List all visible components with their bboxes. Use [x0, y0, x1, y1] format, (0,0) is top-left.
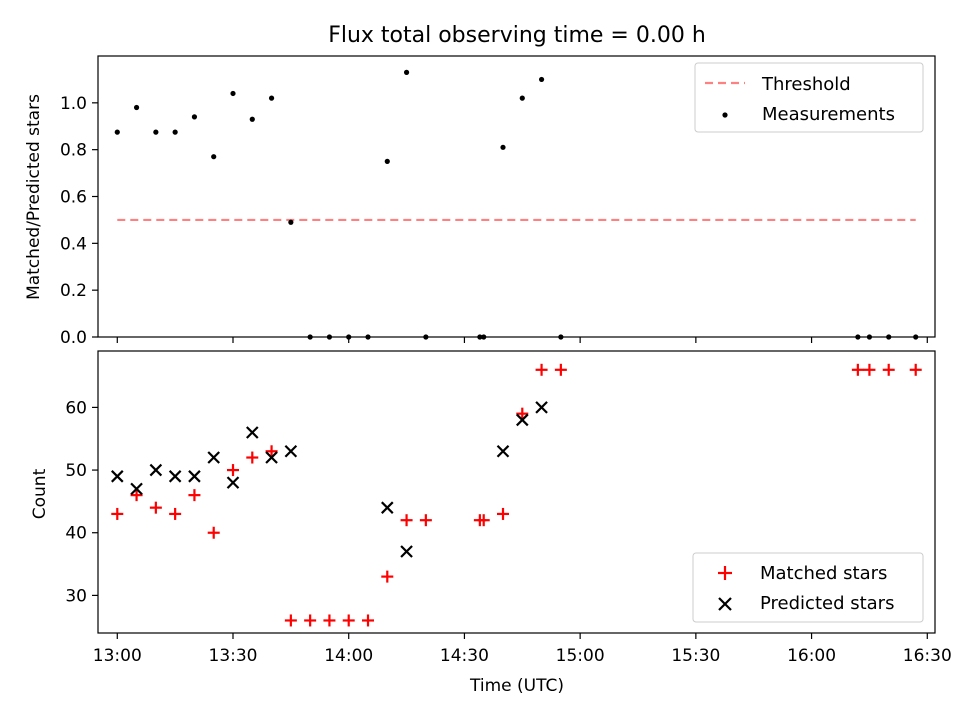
- measurements-legend-label: Measurements: [762, 104, 895, 125]
- threshold-legend-label: Threshold: [761, 74, 851, 95]
- predicted-star-point: [130, 482, 143, 496]
- x-tick-label: 15:00: [556, 646, 605, 666]
- matched-star-point: [304, 614, 317, 627]
- measurement-point: [191, 114, 198, 120]
- predicted-stars-series: [111, 401, 548, 558]
- matched-star-point: [342, 614, 355, 627]
- count-plot-frame: [97, 350, 936, 634]
- count-y-axis-label: Count: [30, 468, 50, 519]
- y-tick-label: 50: [65, 461, 87, 481]
- y-tick-label: 30: [65, 586, 87, 606]
- ratio-x-axis: [116, 337, 928, 343]
- measurement-point: [268, 95, 275, 101]
- count-y-axis: 30 40 50 60: [65, 398, 98, 606]
- measurement-point: [288, 219, 294, 225]
- measurement-point: [133, 104, 140, 111]
- ratio-y-axis-label: Matched/Predicted stars: [24, 94, 44, 300]
- matched-star-point: [362, 614, 374, 627]
- matched-stars-series: [111, 363, 922, 627]
- y-tick-label: 0.0: [60, 328, 87, 348]
- predicted-star-point: [226, 476, 240, 489]
- matched-star-point: [284, 614, 297, 627]
- chart-title: Flux total observing time = 0.00 h: [328, 23, 706, 48]
- predicted-star-point: [149, 463, 163, 477]
- matched-star-point: [497, 507, 509, 520]
- ratio-legend: Threshold Measurements: [694, 62, 924, 133]
- matched-star-point: [400, 514, 413, 527]
- predicted-stars-legend-swatch: [718, 597, 732, 611]
- matched-star-point: [909, 363, 922, 376]
- predicted-star-point: [265, 451, 278, 464]
- predicted-stars-legend-label: Predicted stars: [760, 593, 894, 614]
- matched-star-point: [111, 507, 124, 520]
- count-legend: Matched stars Predicted stars: [692, 552, 924, 623]
- x-tick-label: 16:00: [787, 646, 836, 666]
- measurement-point: [230, 90, 236, 97]
- matched-star-point: [554, 363, 567, 376]
- measurement-point: [211, 154, 217, 160]
- matched-stars-legend-label: Matched stars: [760, 563, 887, 584]
- predicted-star-point: [284, 444, 298, 458]
- matched-star-point: [265, 445, 278, 458]
- y-tick-label: 1.0: [60, 94, 87, 114]
- predicted-star-point: [168, 470, 182, 483]
- matched-star-point: [323, 614, 336, 627]
- y-tick-label: 0.6: [60, 188, 87, 208]
- measurement-point: [153, 129, 159, 135]
- matched-star-point: [130, 489, 143, 502]
- matched-star-point: [882, 363, 895, 376]
- x-tick-label: 14:30: [440, 646, 489, 666]
- measurements-legend-swatch: [722, 112, 728, 118]
- y-tick-label: 0.8: [60, 141, 87, 161]
- predicted-star-point: [246, 426, 259, 439]
- matched-stars-legend-swatch: [718, 566, 732, 580]
- y-tick-label: 40: [65, 524, 87, 544]
- predicted-star-point: [188, 470, 201, 483]
- x-tick-label: 13:30: [209, 646, 258, 666]
- predicted-star-point: [516, 413, 529, 427]
- ratio-legend-box: [694, 62, 924, 133]
- measurement-point: [114, 129, 120, 135]
- predicted-star-point: [111, 470, 124, 483]
- y-tick-label: 0.4: [60, 234, 87, 254]
- measurement-point: [500, 144, 506, 150]
- x-axis-label: Time (UTC): [469, 676, 564, 696]
- x-tick-label: 16:30: [903, 646, 952, 666]
- predicted-star-point: [496, 444, 510, 458]
- measurement-point: [172, 129, 178, 135]
- matched-star-point: [246, 451, 259, 464]
- matched-star-point: [477, 514, 490, 527]
- ratio-panel: 0.0 0.2 0.4 0.6 0.8 1.0 Matched/Predicted sta…: [24, 55, 936, 348]
- measurement-point: [384, 158, 390, 164]
- predicted-star-point: [400, 545, 413, 558]
- x-tick-label: 13:00: [93, 646, 142, 666]
- matched-star-point: [227, 464, 239, 477]
- measurement-point: [403, 69, 410, 75]
- y-tick-label: 60: [65, 398, 87, 418]
- x-tick-label: 15:30: [671, 646, 720, 666]
- matched-star-point: [851, 363, 864, 376]
- count-x-axis: 13:00 13:30 14:00 14:30 15:00 15:30 16:00 16:30: [93, 633, 952, 666]
- matched-star-point: [188, 489, 201, 502]
- matched-star-point: [207, 526, 220, 539]
- ratio-y-axis: 0.0 0.2 0.4 0.6 0.8 1.0: [60, 94, 98, 348]
- y-tick-label: 0.2: [60, 281, 87, 301]
- matched-star-point: [149, 501, 162, 514]
- matched-star-point: [535, 363, 548, 376]
- x-tick-label: 14:00: [324, 646, 373, 666]
- predicted-star-point: [381, 501, 394, 514]
- count-legend-box: [692, 552, 924, 623]
- matched-star-point: [169, 507, 182, 520]
- measurement-point: [519, 95, 525, 101]
- matched-star-point: [863, 363, 876, 376]
- matched-star-point: [516, 407, 529, 420]
- matched-star-point: [381, 570, 394, 583]
- measurement-point: [249, 116, 255, 122]
- matched-star-point: [419, 514, 432, 527]
- predicted-star-point: [207, 451, 220, 464]
- measurement-point: [538, 76, 545, 83]
- predicted-star-point: [535, 401, 548, 414]
